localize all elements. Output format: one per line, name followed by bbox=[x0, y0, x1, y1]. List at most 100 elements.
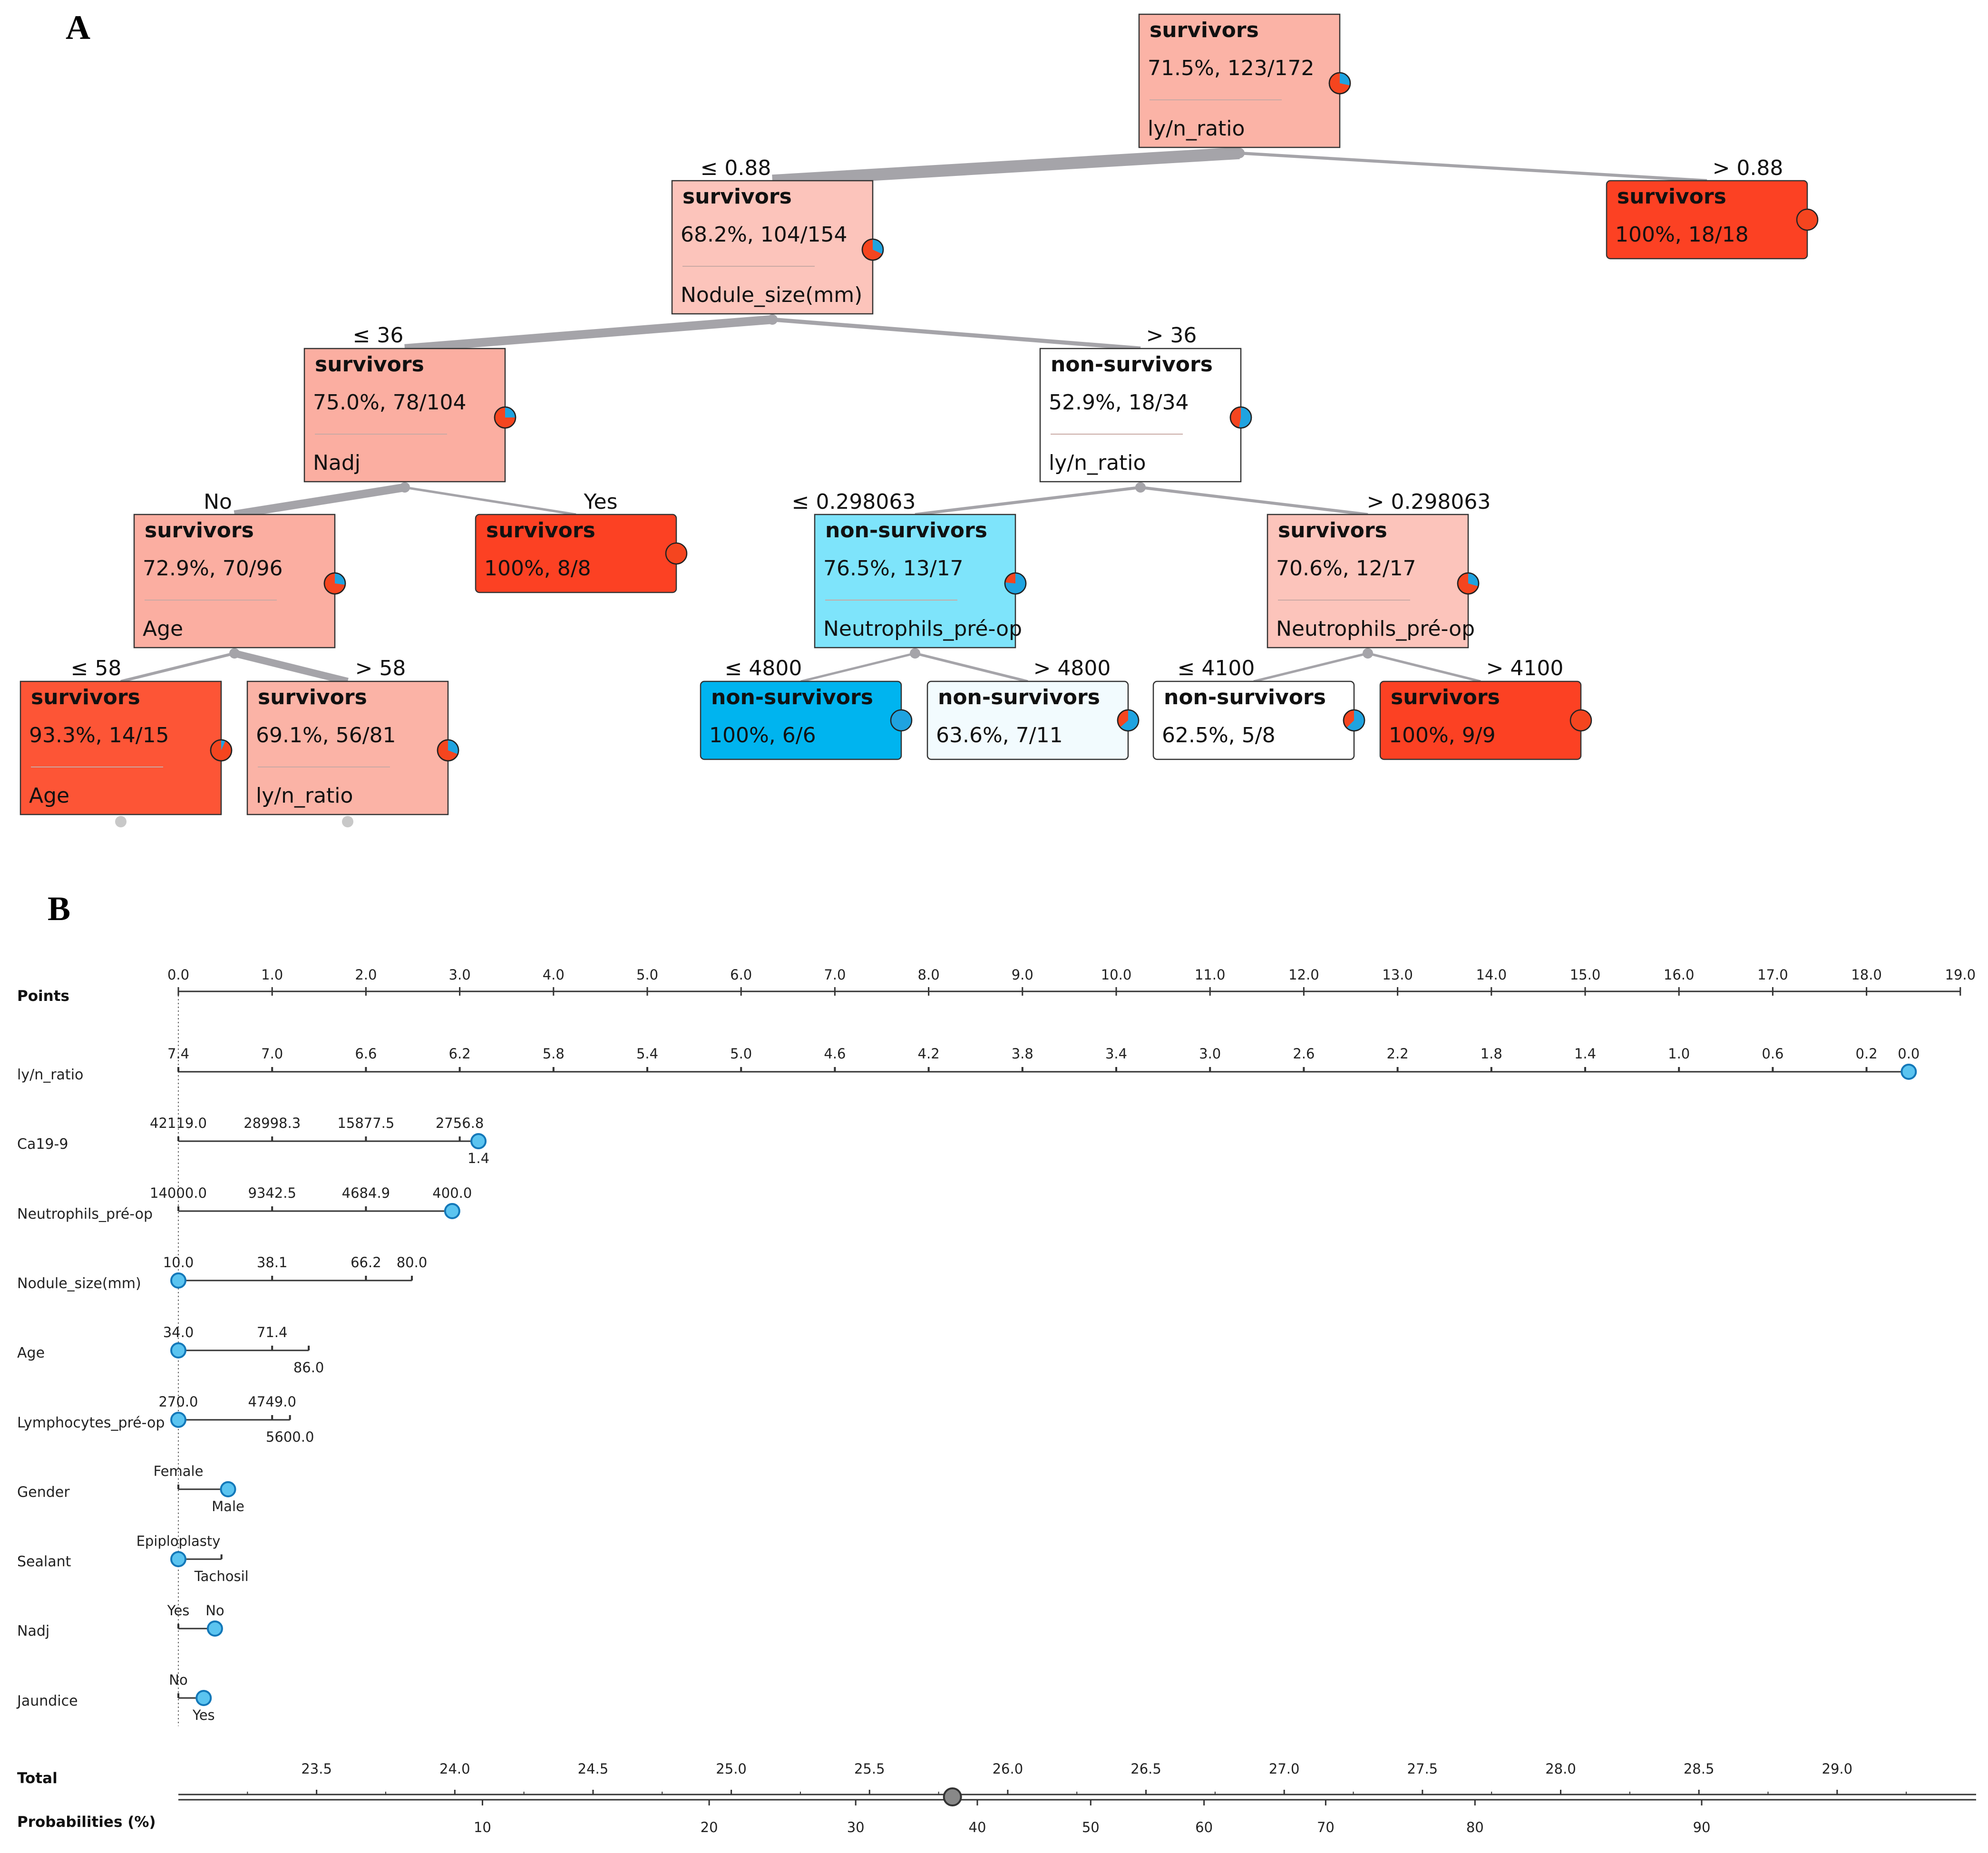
tree-edge-n5-n10 bbox=[234, 650, 349, 685]
variable-tick-label: 34.0 bbox=[163, 1324, 194, 1340]
node-pie-blue-slice bbox=[1346, 710, 1364, 731]
node-pie-outline bbox=[1229, 406, 1252, 429]
selected-value-marker[interactable] bbox=[444, 1203, 460, 1219]
selected-value-marker[interactable] bbox=[170, 1342, 186, 1358]
selected-value-marker[interactable] bbox=[1900, 1064, 1917, 1080]
total-tick-label: 28.0 bbox=[1545, 1761, 1576, 1777]
variable-tick-label: 0.0 bbox=[1898, 1046, 1920, 1062]
nomogram-row-5: Lymphocytes_pré-op 270.0 4749.0 5600.0 bbox=[17, 1394, 314, 1445]
node-stat: 70.6%, 12/17 bbox=[1276, 556, 1416, 581]
points-tick-label: 8.0 bbox=[918, 967, 940, 983]
split-dot-n4 bbox=[1135, 482, 1146, 493]
node-pie-blue-slice bbox=[1120, 710, 1139, 731]
variable-tick-label: Male bbox=[212, 1498, 244, 1514]
variable-tick-label: Yes bbox=[192, 1707, 215, 1723]
node-stat: 63.6%, 7/11 bbox=[936, 723, 1063, 747]
edge-label-n10: > 58 bbox=[355, 656, 406, 680]
selected-value-marker[interactable] bbox=[170, 1272, 186, 1289]
node-stat: 100%, 8/8 bbox=[484, 556, 591, 581]
node-pie-blue-slice bbox=[221, 740, 225, 750]
selected-value-marker[interactable] bbox=[170, 1412, 186, 1428]
split-dot-n7 bbox=[910, 648, 920, 659]
variable-tick-label: 1.4 bbox=[1574, 1046, 1596, 1062]
total-tick-label: 24.0 bbox=[439, 1761, 470, 1777]
variable-tick-label: 42119.0 bbox=[150, 1115, 207, 1131]
edge-label-n13: ≤ 4100 bbox=[1178, 656, 1255, 680]
node-split-variable: Neutrophils_pré-op bbox=[823, 617, 1022, 641]
total-tick-label: 25.0 bbox=[716, 1761, 747, 1777]
node-pie-outline bbox=[1328, 72, 1351, 95]
total-score-marker[interactable] bbox=[943, 1787, 962, 1806]
variable-tick-label: 3.4 bbox=[1105, 1046, 1127, 1062]
variable-name: Neutrophils_pré-op bbox=[17, 1206, 153, 1222]
tree-edge-n7-n11 bbox=[800, 652, 916, 683]
node-class-label: non-survivors bbox=[711, 685, 873, 709]
tree-edge-n1-n3 bbox=[404, 315, 773, 353]
points-tick-label: 17.0 bbox=[1757, 967, 1788, 983]
selected-value-marker[interactable] bbox=[206, 1620, 223, 1637]
total-tick-label: 27.5 bbox=[1407, 1761, 1438, 1777]
variable-tick-label: 0.2 bbox=[1856, 1046, 1878, 1062]
tree-node-n6: survivors 100%, 8/8 bbox=[475, 514, 688, 593]
tree-edge-n8-n13 bbox=[1253, 652, 1368, 683]
probability-tick-label: 60 bbox=[1195, 1819, 1213, 1835]
variable-tick-label: 0.6 bbox=[1762, 1046, 1783, 1062]
node-stat: 76.5%, 13/17 bbox=[823, 556, 964, 581]
node-class-label: non-survivors bbox=[1051, 352, 1213, 377]
variable-tick-label: 1.4 bbox=[468, 1150, 489, 1166]
node-stat: 100%, 9/9 bbox=[1389, 723, 1496, 747]
node-split-variable: ly/n_ratio bbox=[1049, 451, 1146, 475]
nomogram-row-4: Age 34.0 71.4 86.0 bbox=[17, 1324, 324, 1376]
node-stat: 62.5%, 5/8 bbox=[1162, 723, 1276, 747]
selected-value-marker[interactable] bbox=[170, 1551, 186, 1567]
tree-node-n2: survivors 100%, 18/18 bbox=[1606, 180, 1819, 260]
edge-label-n7: ≤ 0.298063 bbox=[792, 490, 916, 514]
total-tick-label: 25.5 bbox=[854, 1761, 885, 1777]
node-pie-base bbox=[1796, 208, 1819, 231]
total-tick-label: 24.5 bbox=[578, 1761, 609, 1777]
edge-label-n12: > 4800 bbox=[1033, 656, 1111, 680]
node-box bbox=[133, 514, 336, 649]
variable-tick-label: No bbox=[205, 1602, 224, 1619]
nomogram-row-1: Ca19-9 42119.0 28998.3 15877.5 2756.8 1.4 bbox=[17, 1115, 489, 1166]
tree-edge-n5-n9 bbox=[120, 652, 235, 683]
variable-tick-label: No bbox=[169, 1672, 187, 1688]
variable-tick-label: 66.2 bbox=[351, 1254, 381, 1271]
node-pie-outline bbox=[1004, 572, 1027, 595]
total-tick-label: 27.0 bbox=[1269, 1761, 1300, 1777]
tree-node-n12: non-survivors 63.6%, 7/11 bbox=[926, 680, 1140, 760]
total-tick-label: 26.5 bbox=[1130, 1761, 1161, 1777]
probability-tick-label: 80 bbox=[1466, 1819, 1484, 1835]
node-pie bbox=[1457, 572, 1480, 595]
selected-value-marker[interactable] bbox=[470, 1133, 487, 1149]
selected-value-marker[interactable] bbox=[195, 1690, 212, 1706]
variable-name: Jaundice bbox=[16, 1693, 78, 1709]
tree-edge-root-n2 bbox=[1239, 151, 1707, 183]
panel-a-label: A bbox=[66, 9, 90, 47]
node-stat: 68.2%, 104/154 bbox=[681, 223, 848, 247]
nomogram-row-9: Jaundice No Yes bbox=[16, 1672, 215, 1723]
node-class-label: survivors bbox=[682, 184, 792, 209]
edge-label-n11: ≤ 4800 bbox=[725, 656, 802, 680]
probability-tick-label: 70 bbox=[1317, 1819, 1335, 1835]
variable-tick-label: 400.0 bbox=[432, 1185, 472, 1201]
points-tick-label: 3.0 bbox=[449, 967, 471, 983]
node-class-label: survivors bbox=[1617, 184, 1726, 209]
variable-tick-label: 1.8 bbox=[1481, 1046, 1502, 1062]
edge-label-n2: > 0.88 bbox=[1713, 156, 1783, 180]
edge-label-n9: ≤ 58 bbox=[71, 656, 122, 680]
points-tick-label: 12.0 bbox=[1288, 967, 1319, 983]
nomogram-row-2: Neutrophils_pré-op 14000.0 9342.5 4684.9 400… bbox=[17, 1185, 472, 1222]
node-split-variable: ly/n_ratio bbox=[256, 784, 353, 808]
variable-tick-label: Tachosil bbox=[194, 1568, 249, 1584]
tree-node-n1: survivors 68.2%, 104/154 Nodule_size(mm) bbox=[671, 180, 884, 315]
node-pie-blue-slice bbox=[1005, 573, 1026, 594]
total-tick-label: 28.5 bbox=[1684, 1761, 1715, 1777]
variable-tick-label: 4684.9 bbox=[342, 1185, 390, 1201]
selected-value-marker[interactable] bbox=[220, 1481, 236, 1497]
points-tick-label: 4.0 bbox=[543, 967, 565, 983]
node-class-label: survivors bbox=[1150, 18, 1259, 42]
points-tick-label: 0.0 bbox=[167, 967, 189, 983]
tree-node-n5: survivors 72.9%, 70/96 Age bbox=[133, 514, 346, 649]
variable-name: Sealant bbox=[17, 1553, 71, 1570]
